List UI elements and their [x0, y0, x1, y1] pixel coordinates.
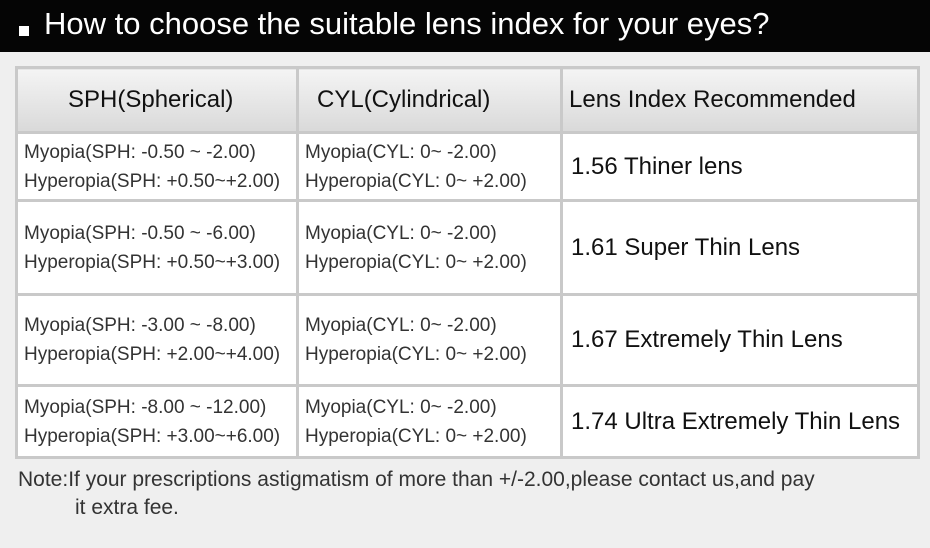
cell-line: Hyperopia(SPH: +3.00~+6.00): [24, 425, 281, 447]
table-cell: Myopia(SPH: -8.00 ~ -12.00) Hyperopia(SPH…: [15, 384, 299, 459]
lens-index: 1.56 Thiner lens: [560, 131, 920, 202]
note: Note:If your prescriptions astigmatism o…: [18, 466, 815, 522]
bullet: [19, 26, 29, 36]
cell-line: Hyperopia(SPH: +2.00~+4.00): [24, 344, 281, 365]
cell-line: Myopia(CYL: 0~ -2.00): [305, 222, 497, 244]
table-row: Myopia(SPH: -3.00 ~ -8.00) Hyperopia(SPH:…: [15, 293, 920, 387]
column-header: Lens Index Recommended: [560, 66, 920, 134]
cell-line: Hyperopia(CYL: 0~ +2.00): [305, 425, 527, 447]
table-cell: Myopia(CYL: 0~ -2.00) Hyperopia(CYL: 0~ +…: [296, 199, 563, 296]
table-cell: Myopia(SPH: -0.50 ~ -6.00) Hyperopia(SPH:…: [15, 199, 299, 296]
column-header: CYL(Cylindrical): [296, 66, 563, 134]
note-line: Note:If your prescriptions astigmatism o…: [18, 468, 815, 491]
lens-index: 1.67 Extremely Thin Lens: [560, 293, 920, 387]
table-cell: Myopia(SPH: -0.50 ~ -2.00) Hyperopia(SPH:…: [15, 131, 299, 202]
cell-line: Myopia(SPH: -8.00 ~ -12.00): [24, 396, 267, 418]
lens-index: 1.61 Super Thin Lens: [560, 199, 920, 296]
cell-line: Myopia(CYL: 0~ -2.00): [305, 396, 497, 418]
table-cell: Myopia(SPH: -3.00 ~ -8.00) Hyperopia(SPH:…: [15, 293, 299, 387]
table-row: Myopia(SPH: -8.00 ~ -12.00) Hyperopia(SPH…: [15, 384, 920, 459]
table-row: Myopia(SPH: -0.50 ~ -6.00) Hyperopia(SPH:…: [15, 199, 920, 296]
table-cell: Myopia(CYL: 0~ -2.00) Hyperopia(CYL: 0~ +…: [296, 384, 563, 459]
table-cell: Myopia(CYL: 0~ -2.00) Hyperopia(CYL: 0~ +…: [296, 131, 563, 202]
cell-line: Myopia(SPH: -0.50 ~ -6.00): [24, 222, 256, 244]
lens-table: SPH(Spherical) CYL(Cylindrical) Lens Index…: [15, 66, 920, 459]
header-title: How to choose the suitable lens index fo…: [44, 6, 770, 41]
cell-line: Hyperopia(CYL: 0~ +2.00): [305, 251, 527, 273]
note-line: it extra fee.: [75, 496, 179, 519]
table-row: Myopia(SPH: -0.50 ~ -2.00) Hyperopia(SPH:…: [15, 131, 920, 202]
cell-line: Myopia(SPH: -3.00 ~ -8.00): [24, 315, 256, 336]
cell-line: Hyperopia(CYL: 0~ +2.00): [305, 344, 527, 365]
cell-line: Myopia(SPH: -0.50 ~ -2.00): [24, 141, 256, 163]
cell-line: Hyperopia(SPH: +0.50~+2.00): [24, 170, 281, 192]
cell-line: Myopia(CYL: 0~ -2.00): [305, 315, 497, 336]
header-row: SPH(Spherical) CYL(Cylindrical) Lens Index…: [15, 66, 920, 134]
table-cell: Myopia(CYL: 0~ -2.00) Hyperopia(CYL: 0~ +…: [296, 293, 563, 387]
header-bar: How to choose the suitable lens index fo…: [0, 0, 930, 52]
lens-index: 1.74 Ultra Extremely Thin Lens: [560, 384, 920, 459]
column-header: SPH(Spherical): [15, 66, 299, 134]
cell-line: Hyperopia(SPH: +0.50~+3.00): [24, 251, 281, 273]
cell-line: Hyperopia(CYL: 0~ +2.00): [305, 170, 527, 192]
cell-line: Myopia(CYL: 0~ -2.00): [305, 141, 497, 163]
